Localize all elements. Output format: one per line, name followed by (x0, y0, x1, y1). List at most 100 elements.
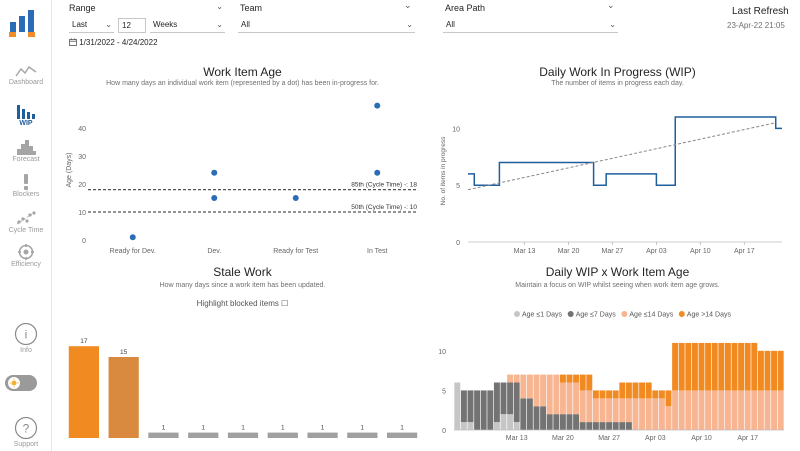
data-point (374, 102, 381, 109)
daily-wip-chart: 0 5 10 Mar 13 Mar 20 Mar 27 Apr 03 Apr 10 Apr 17… (440, 116, 782, 255)
help-glyph: ? (23, 422, 30, 436)
stacked-bar-segment (507, 382, 514, 415)
stacked-bar-segment (724, 342, 731, 391)
daily-wip-age-chart: Age ≤1 Days Age ≤7 Days Age ≤14 Days Age >1… (438, 311, 784, 442)
stacked-bar-segment (612, 390, 619, 399)
stacked-bar-segment (573, 374, 580, 383)
nav-dashboard-label: Dashboard (8, 79, 44, 86)
x-tick-label: Apr 10 (690, 248, 711, 255)
stacked-bar-segment (599, 390, 606, 399)
stacked-bar-segment (619, 382, 626, 399)
nav-blockers-label: Blockers (12, 191, 40, 198)
area-path-select[interactable]: All ⌄ (443, 18, 618, 33)
stale-chart-title: Stale Work (213, 265, 272, 279)
stacked-bar-segment (738, 390, 745, 430)
theme-toggle[interactable] (4, 374, 38, 392)
bar-data-label: 1 (400, 425, 404, 432)
nav-wip[interactable]: WIP (0, 103, 52, 127)
stacked-bar-segment (533, 374, 540, 407)
team-select[interactable]: All ⌄ (238, 18, 415, 33)
stacked-bar-segment (540, 374, 547, 407)
nav-forecast-label: Forecast (12, 156, 40, 163)
legend-entry: Age >14 Days (687, 312, 732, 319)
area-path-value: All (446, 20, 455, 29)
data-point (211, 195, 218, 201)
stale-work-chart: 17 15 1 1 1 1 1 1 1 (68, 338, 418, 438)
stale-bar (68, 346, 100, 438)
info-button[interactable]: i Info (0, 322, 52, 354)
data-point (211, 169, 218, 176)
y-tick-label: 0 (456, 240, 460, 247)
stacked-bar-segment (540, 406, 547, 430)
x-tick-label: Apr 17 (737, 435, 758, 442)
y-tick-label: 40 (78, 126, 86, 133)
wip-series-line (468, 116, 782, 186)
range-selector[interactable]: ⌄ (67, 0, 225, 13)
stacked-bar-segment (698, 390, 705, 430)
info-label: Info (20, 347, 32, 354)
x-tick-label: Ready for Test (273, 248, 318, 255)
bar-data-label: 1 (241, 425, 245, 432)
range-mode-select[interactable]: Last ⌄ (69, 18, 114, 33)
wip-age-chart-subtitle: Maintain a focus on WIP whilst seeing wh… (515, 282, 720, 289)
legend-marker (567, 311, 574, 317)
y-tick-label: 5 (456, 183, 460, 190)
stale-bar (267, 432, 298, 438)
histogram-icon (17, 140, 36, 155)
stacked-bar-segment (533, 406, 540, 430)
range-mode-value: Last (72, 20, 88, 29)
stacked-bar-segment (711, 390, 718, 430)
range-label: Range (69, 3, 96, 13)
stacked-bar-segment (764, 350, 771, 391)
range-unit-value: Weeks (153, 20, 178, 29)
stacked-bar-segment (718, 390, 725, 430)
stale-bar (148, 432, 179, 438)
nav-efficiency[interactable]: Efficiency (0, 244, 52, 268)
info-icon: i (14, 322, 38, 346)
stacked-bar-segment (606, 422, 613, 430)
age-chart-title: Work Item Age (203, 65, 282, 79)
nav-cycle-time[interactable]: Cycle Time (0, 210, 52, 234)
nav-wip-label: WIP (19, 120, 33, 127)
y-tick-label: 0 (442, 428, 446, 435)
stacked-bar-segment (566, 374, 573, 383)
stale-bar (307, 432, 338, 438)
stacked-bar-segment (678, 390, 685, 430)
y-tick-label: 10 (452, 126, 460, 133)
stacked-bar-segment (632, 382, 639, 399)
stacked-bar-segment (513, 374, 520, 383)
stacked-bar-segment (665, 390, 672, 407)
chevron-down-icon: ⌄ (216, 20, 223, 29)
nav-forecast[interactable]: Forecast (0, 139, 52, 163)
help-icon: ? (14, 416, 38, 440)
bar-data-label: 17 (80, 338, 88, 345)
stacked-bar-segment (467, 422, 474, 430)
stacked-bar-segment (559, 414, 566, 430)
stacked-bar-segment (546, 374, 553, 415)
stale-chart-subtitle: How many days since a work item has been… (159, 282, 326, 289)
stacked-bar-segment (553, 374, 560, 415)
stacked-bar-segment (625, 422, 632, 430)
stacked-bar-segment (691, 390, 698, 430)
highlight-blocked-toggle[interactable]: Highlight blocked items ☐ (60, 299, 425, 308)
stacked-bar-segment (757, 350, 764, 391)
wip-chart-subtitle: The number of items in progress each day… (551, 80, 684, 87)
nav-dashboard[interactable]: Dashboard (0, 64, 52, 86)
stacked-bar-segment (592, 422, 599, 430)
stacked-bar-segment (513, 422, 520, 430)
checkbox[interactable]: ☐ (281, 299, 289, 308)
range-unit-select[interactable]: Weeks ⌄ (150, 18, 225, 33)
scatter-icon (16, 211, 36, 225)
chevron-down-icon[interactable]: ⌄ (607, 0, 615, 10)
stacked-bar-segment (771, 390, 778, 430)
data-point (292, 195, 299, 201)
support-button[interactable]: ? Support (0, 416, 52, 448)
chevron-down-icon[interactable]: ⌄ (404, 0, 412, 10)
range-count-input[interactable]: 12 (118, 18, 146, 33)
nav-blockers[interactable]: Blockers (0, 174, 52, 198)
stacked-bar-segment (606, 390, 613, 399)
stacked-bar-segment (652, 390, 659, 399)
stacked-bar-segment (507, 374, 514, 383)
stacked-bar-segment (474, 390, 481, 430)
stacked-bar-segment (520, 398, 527, 430)
